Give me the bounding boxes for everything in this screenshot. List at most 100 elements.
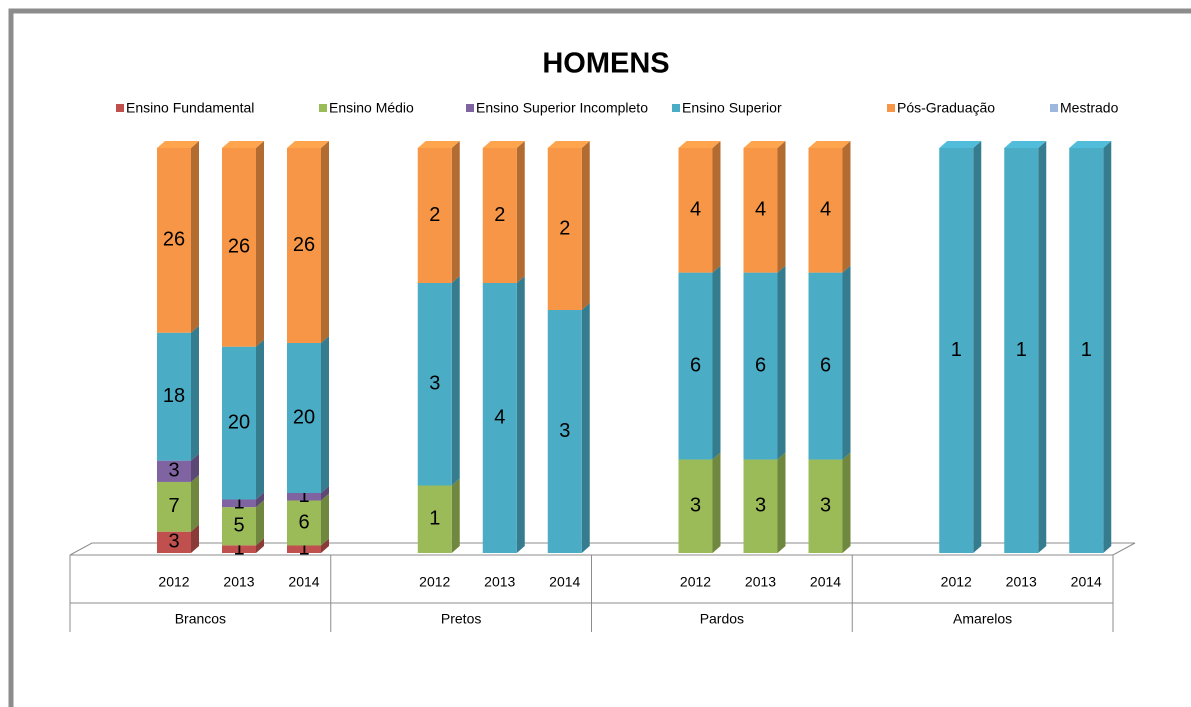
x-tick-label: 2014	[1071, 574, 1102, 590]
bar-side	[256, 492, 264, 508]
bar-side	[191, 453, 199, 482]
x-tick-label: 2012	[680, 574, 711, 590]
data-label: 6	[820, 354, 831, 376]
data-label: 4	[494, 406, 505, 428]
bar-side	[777, 265, 786, 460]
data-label: 3	[168, 531, 179, 553]
bar-segment	[1004, 148, 1039, 553]
group-label: Brancos	[175, 611, 226, 627]
bar-side	[842, 265, 851, 460]
bar-segment	[287, 545, 321, 553]
bar-side	[842, 452, 851, 553]
bar-side	[1103, 141, 1112, 553]
legend-label: Pós-Graduação	[897, 100, 995, 116]
legend-label: Ensino Superior Incompleto	[476, 100, 648, 116]
x-tick-label: 2014	[549, 574, 580, 590]
data-label: 1	[951, 339, 962, 361]
data-label: 4	[820, 199, 831, 221]
data-label: 6	[298, 511, 309, 533]
data-label: 3	[168, 460, 179, 482]
data-label: 26	[228, 236, 250, 258]
x-tick-label: 2014	[288, 574, 319, 590]
bar-segment	[1069, 148, 1104, 553]
data-label: 20	[228, 411, 250, 433]
bar-top	[1069, 141, 1112, 148]
data-label: 2	[429, 204, 440, 226]
bar-side	[777, 141, 786, 273]
legend-swatch	[116, 104, 124, 112]
bar-segment	[678, 148, 713, 273]
group-label: Amarelos	[953, 611, 1012, 627]
data-label: 6	[690, 354, 701, 376]
data-label: 4	[755, 199, 766, 221]
bar-segment	[287, 493, 321, 501]
bar-side	[321, 336, 329, 493]
bar-side	[581, 303, 590, 553]
bar-segment	[808, 148, 843, 273]
data-label: 1	[1081, 339, 1092, 361]
data-label: 3	[690, 495, 701, 517]
x-tick-label: 2012	[158, 574, 189, 590]
bar-segment	[417, 283, 452, 486]
chart-title: HOMENS	[542, 48, 669, 80]
x-tick-label: 2012	[941, 574, 972, 590]
data-label: 5	[233, 515, 244, 537]
bar-segment	[157, 332, 191, 461]
legend-swatch	[672, 104, 680, 112]
x-tick-label: 2013	[484, 574, 515, 590]
bar-side	[321, 486, 329, 501]
data-label: 3	[559, 420, 570, 442]
bar-side	[191, 141, 199, 333]
bar-segment	[547, 310, 582, 553]
bar-segment	[157, 481, 191, 532]
bar-segment	[678, 459, 713, 553]
bar-side	[842, 141, 851, 273]
legend-swatch	[887, 104, 895, 112]
bar-side	[777, 452, 786, 553]
data-label: 7	[168, 495, 179, 517]
bar-segment	[222, 346, 256, 500]
data-label: 1	[298, 538, 309, 560]
bar-side	[256, 339, 264, 500]
bar-side	[321, 538, 329, 553]
data-label: 3	[820, 495, 831, 517]
bar-top	[1004, 141, 1047, 148]
legend-label: Ensino Fundamental	[126, 100, 254, 116]
bar-segment	[222, 545, 256, 553]
bar-top	[678, 141, 721, 148]
bar-side	[256, 500, 264, 546]
bar-top	[482, 141, 525, 148]
bar-side	[712, 141, 721, 273]
bar-segment	[482, 283, 517, 553]
legend-swatch	[466, 104, 474, 112]
bar-side	[321, 141, 329, 343]
legend-label: Ensino Superior	[682, 100, 782, 116]
bar-side	[712, 452, 721, 553]
data-label: 2	[494, 204, 505, 226]
data-label: 1	[298, 485, 309, 507]
frame	[8, 8, 1191, 707]
bar-segment	[743, 459, 778, 553]
bar-segment	[547, 148, 582, 310]
bar-segment	[287, 500, 321, 546]
bar-top	[157, 141, 199, 148]
bar-top	[287, 141, 329, 148]
x-tick-label: 2013	[1006, 574, 1037, 590]
bar-top	[808, 141, 851, 148]
bar-top	[743, 141, 786, 148]
bar-top	[417, 141, 460, 148]
bar-side	[451, 478, 460, 553]
bar-side	[712, 265, 721, 460]
bar-side	[451, 141, 460, 283]
bar-segment	[482, 148, 517, 283]
bar-segment	[157, 460, 191, 482]
bar-side	[256, 538, 264, 553]
bar-side	[516, 141, 525, 283]
bar-segment	[743, 272, 778, 460]
data-label: 2	[559, 217, 570, 239]
data-label: 20	[293, 406, 315, 428]
bar-segment	[222, 499, 256, 508]
bar-segment	[157, 531, 191, 553]
data-label: 4	[690, 199, 701, 221]
